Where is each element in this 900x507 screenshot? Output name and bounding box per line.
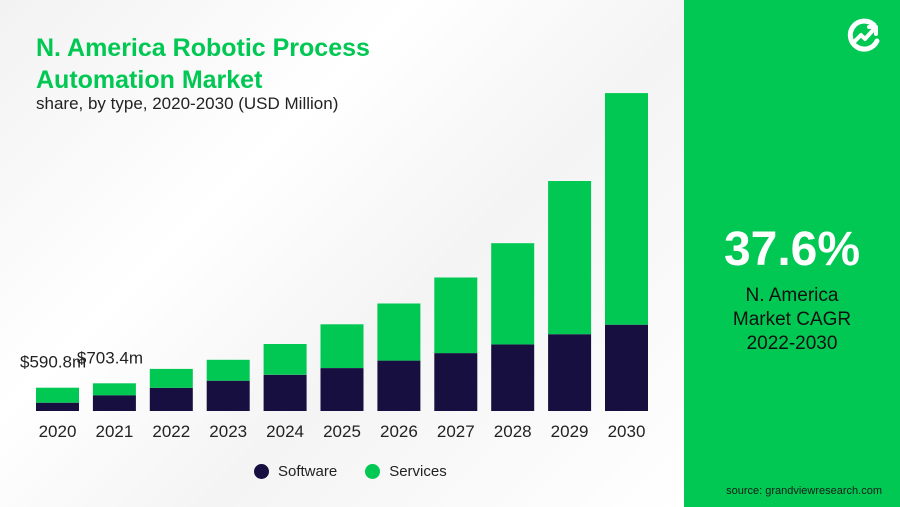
x-tick-label-2029: 2029 (551, 422, 589, 441)
legend-label-software: Software (278, 463, 338, 480)
x-tick-label-2023: 2023 (209, 422, 247, 441)
cagr-panel: 37.6% N. America Market CAGR 2022-2030 s… (684, 0, 900, 507)
cagr-label: N. America Market CAGR 2022-2030 (684, 284, 900, 356)
chart-title: N. America Robotic Process Automation Ma… (36, 34, 370, 94)
bar-services-2022 (149, 368, 193, 388)
bar-software-2025 (320, 368, 364, 411)
bar-software-2026 (377, 360, 421, 411)
x-tick-label-2028: 2028 (494, 422, 532, 441)
grand-view-research-logo-icon (847, 18, 880, 52)
bar-software-2029 (548, 334, 592, 411)
bar-services-2020 (36, 387, 79, 403)
bar-services-2023 (206, 359, 250, 381)
bar-software-2023 (206, 380, 250, 411)
bar-services-2029 (548, 181, 592, 335)
x-tick-label-2024: 2024 (266, 422, 304, 441)
x-tick-label-2022: 2022 (152, 422, 190, 441)
x-tick-label-2025: 2025 (323, 422, 361, 441)
bar-services-2027 (434, 277, 478, 354)
bar-services-2030 (605, 93, 648, 325)
legend-swatch-software (254, 464, 269, 479)
bar-software-2027 (434, 353, 478, 411)
legend-label-services: Services (389, 463, 447, 480)
chart-legend: Software Services (254, 463, 475, 480)
bar-services-2026 (377, 303, 421, 361)
chart-subtitle: share, by type, 2020-2030 (USD Million) (36, 94, 339, 113)
x-tick-label-2026: 2026 (380, 422, 418, 441)
bar-services-2028 (491, 243, 535, 345)
bar-software-2024 (263, 374, 307, 411)
cagr-label-line-2: Market CAGR (732, 309, 852, 330)
source-note: source: grandviewresearch.com (726, 485, 882, 497)
x-tick-label-2021: 2021 (95, 422, 133, 441)
bar-services-2025 (320, 324, 364, 368)
x-tick-label-2020: 2020 (39, 422, 77, 441)
legend-item-services: Services (365, 463, 447, 480)
bar-software-2020 (36, 402, 79, 411)
bar-services-2024 (263, 344, 307, 375)
bar-software-2021 (92, 395, 136, 411)
bar-software-2028 (491, 344, 535, 411)
legend-item-software: Software (254, 463, 337, 480)
cagr-label-line-1: N. America (745, 285, 839, 306)
bar-software-2022 (149, 387, 193, 411)
data-label-2020: $590.8m (20, 353, 86, 372)
cagr-value: 37.6% (723, 223, 861, 276)
bar-chart: 2020 2021 2022 2023 2024 2025 2026 2027 2028 2029… (20, 93, 648, 441)
data-label-2021: $703.4m (77, 348, 143, 367)
legend-swatch-services (365, 464, 381, 479)
x-tick-label-2030: 2030 (608, 422, 646, 441)
x-tick-label-2027: 2027 (437, 422, 475, 441)
cagr-label-line-3: 2022-2030 (746, 333, 838, 354)
bar-services-2021 (92, 383, 136, 396)
bar-software-2030 (605, 324, 648, 411)
